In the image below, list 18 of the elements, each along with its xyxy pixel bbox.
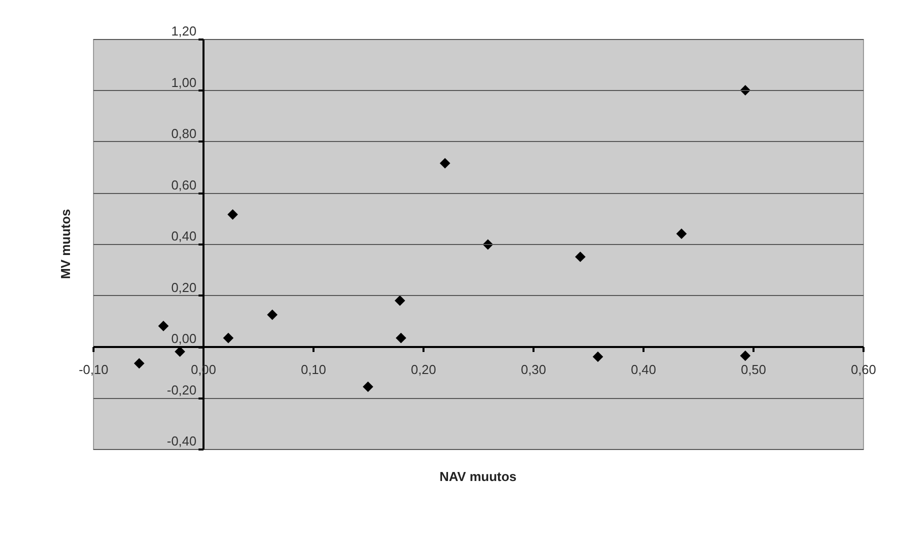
y-tick-label: 1,20 <box>171 24 196 38</box>
x-axis-title: NAV muutos <box>439 469 517 484</box>
y-tick-label: 1,00 <box>171 74 196 90</box>
x-tick-label: 0,30 <box>520 362 546 377</box>
y-tick-label: -0,40 <box>166 434 196 448</box>
y-tick-label: 0,40 <box>171 228 196 244</box>
y-tick-label: 0,80 <box>171 126 196 141</box>
x-tick-label: 0,50 <box>740 362 766 377</box>
x-tick-label: 0,20 <box>410 362 436 377</box>
y-tick-label: 0,60 <box>171 177 196 192</box>
y-axis-title: MV muutos <box>58 208 73 280</box>
y-tick-label: -0,20 <box>166 382 196 398</box>
x-tick-label: 0,10 <box>300 362 326 377</box>
x-tick-label: 0,60 <box>850 362 876 377</box>
x-tick-label: 0,40 <box>630 362 656 377</box>
y-tick-label: 0,20 <box>171 280 196 295</box>
y-tick-label: 0,00 <box>171 331 196 346</box>
x-tick-label: -0,10 <box>78 362 108 377</box>
